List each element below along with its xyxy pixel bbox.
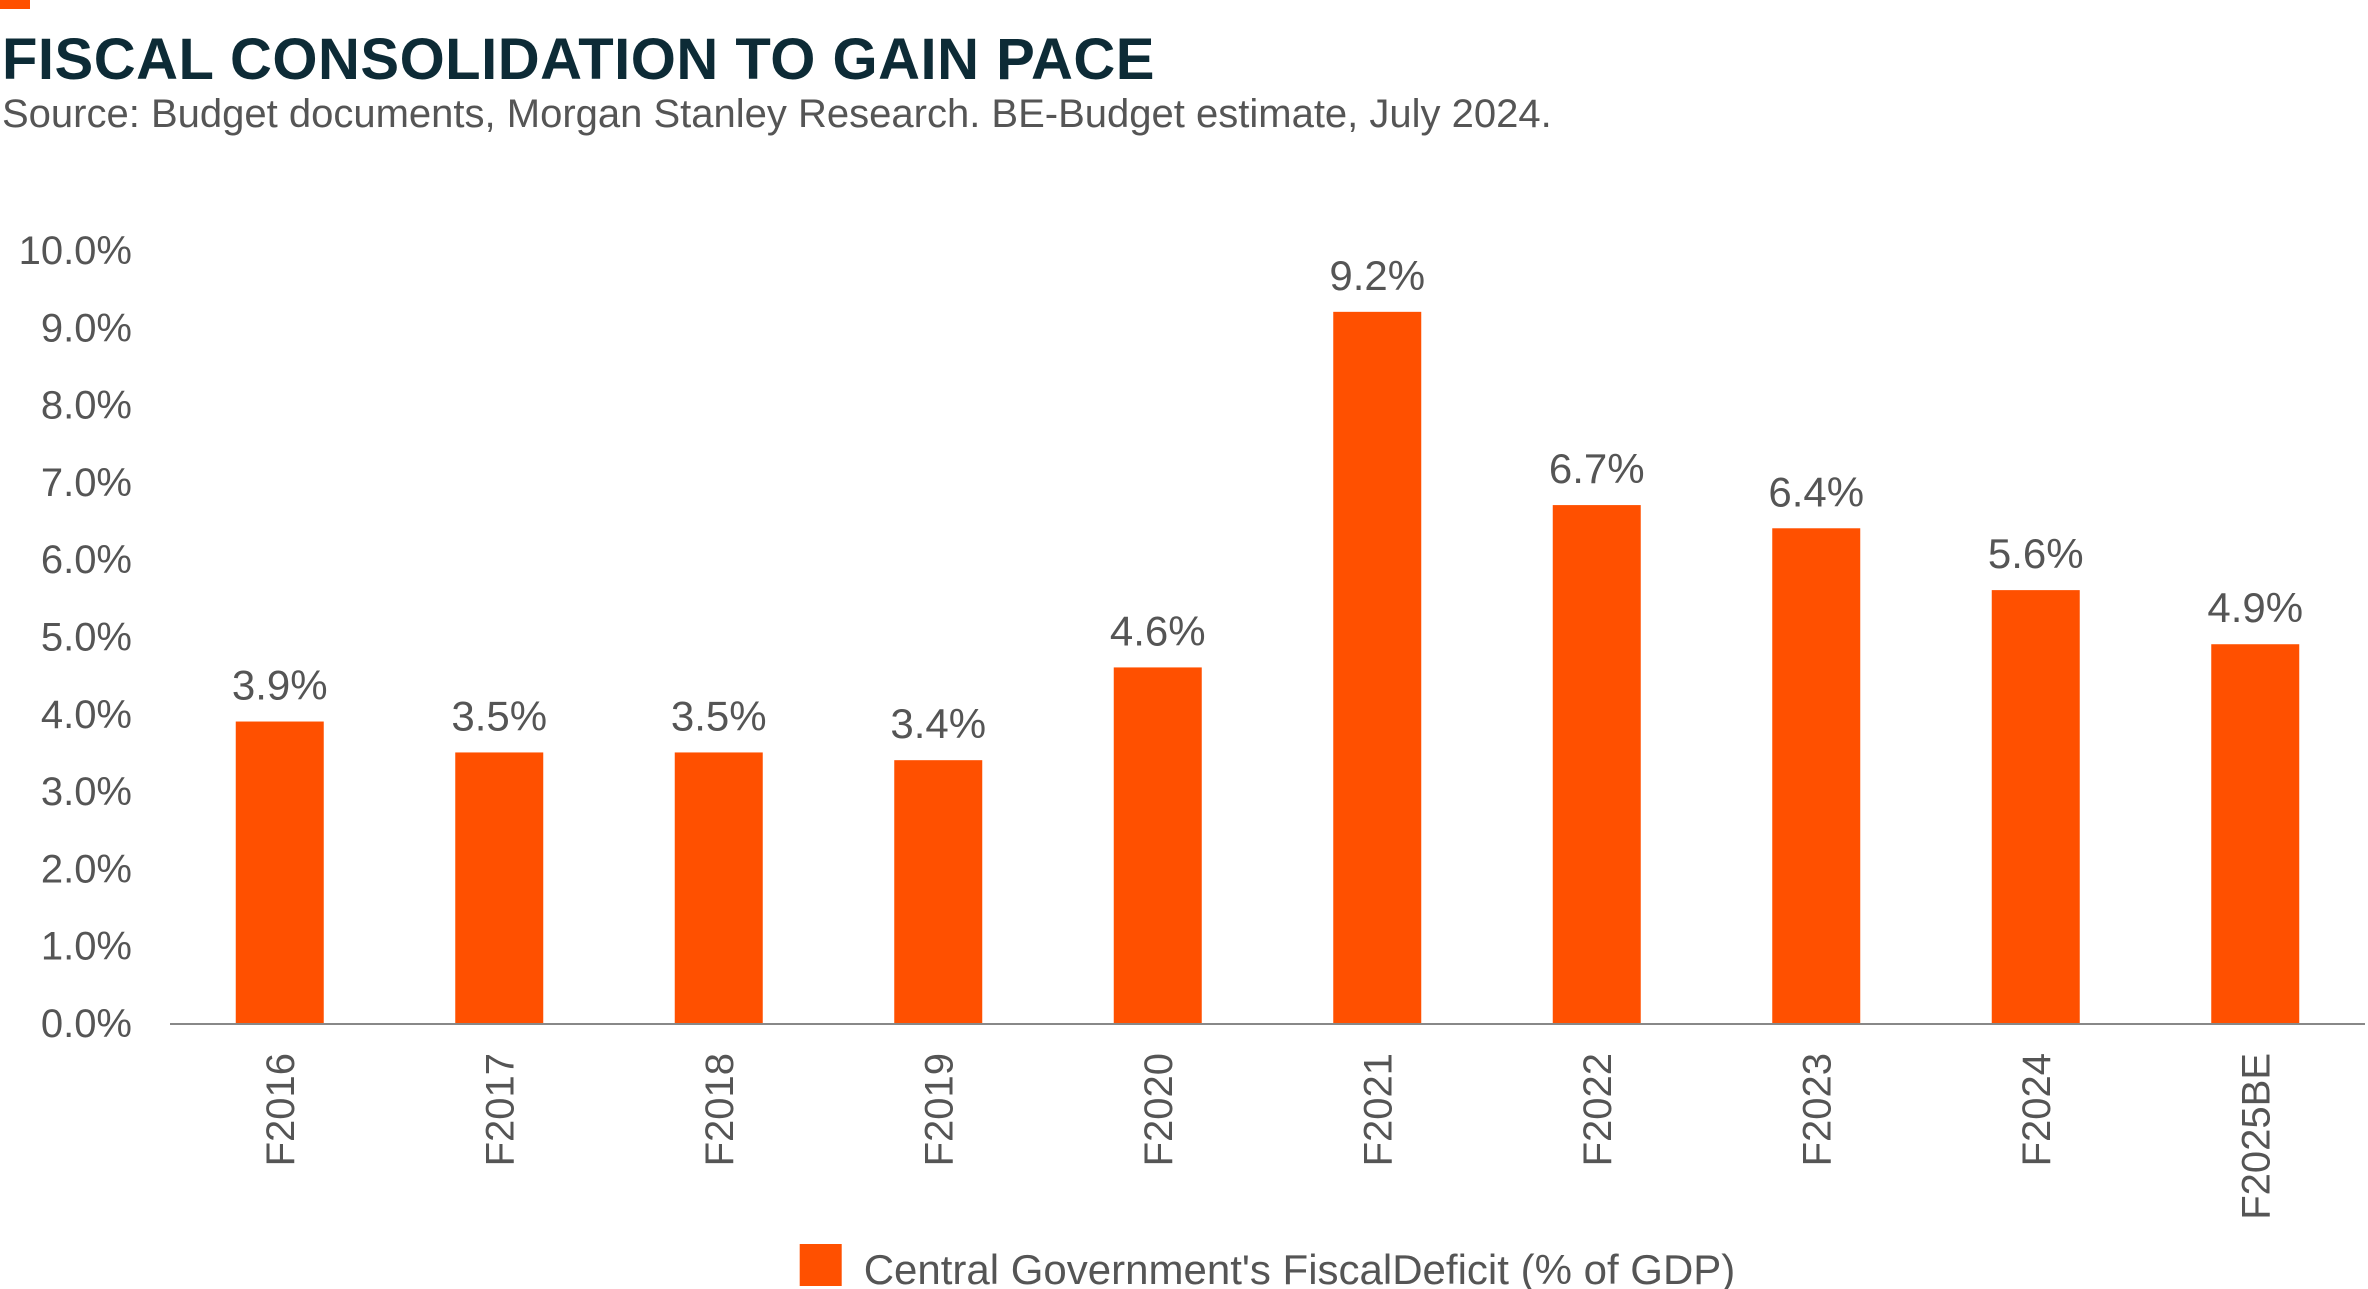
bar (1991, 590, 2080, 1023)
data-label: 5.6% (1988, 530, 2084, 577)
data-label: 3.4% (890, 700, 986, 747)
chart-title: FISCAL CONSOLIDATION TO GAIN PACE (2, 27, 1155, 92)
y-tick-label: 0.0% (41, 1002, 132, 1046)
x-tick-label: F2021 (1356, 1053, 1400, 1166)
y-tick-label: 6.0% (41, 538, 132, 582)
y-tick-label: 10.0% (19, 229, 132, 273)
y-tick-label: 8.0% (41, 384, 132, 428)
y-tick-label: 2.0% (41, 847, 132, 891)
data-label: 4.9% (2207, 584, 2303, 631)
bar (1772, 528, 1861, 1023)
y-tick-label: 4.0% (41, 693, 132, 737)
bar (235, 721, 324, 1023)
x-tick-label: F2016 (259, 1053, 303, 1166)
x-tick-label: F2018 (698, 1053, 742, 1166)
y-tick-label: 9.0% (41, 306, 132, 350)
bar (1552, 505, 1641, 1024)
x-tick-label: F2017 (478, 1053, 522, 1166)
x-tick-label: F2020 (1137, 1053, 1181, 1166)
title-accent-mark (0, 0, 30, 9)
bar (1113, 667, 1202, 1023)
y-tick-label: 7.0% (41, 461, 132, 505)
bar (1333, 311, 1422, 1024)
x-tick-label: F2022 (1576, 1053, 1620, 1166)
x-tick-label: F2019 (917, 1053, 961, 1166)
data-label: 3.5% (671, 692, 767, 739)
data-label: 9.2% (1329, 252, 1425, 299)
legend-label: Central Government's FiscalDeficit (% of… (864, 1246, 1736, 1289)
x-tick-label: F2025BE (2234, 1053, 2278, 1220)
x-tick-label: F2024 (2015, 1053, 2059, 1166)
data-label: 4.6% (1110, 607, 1206, 654)
data-label: 6.4% (1768, 468, 1864, 515)
chart-subtitle: Source: Budget documents, Morgan Stanley… (2, 92, 1552, 136)
bar (674, 752, 763, 1023)
bar (2211, 644, 2300, 1023)
bar (894, 760, 983, 1023)
y-tick-label: 5.0% (41, 616, 132, 660)
bar (455, 752, 544, 1023)
y-tick-label: 3.0% (41, 770, 132, 814)
data-label: 3.9% (232, 662, 328, 709)
y-tick-label: 1.0% (41, 925, 132, 969)
legend-swatch (799, 1244, 842, 1286)
data-label: 6.7% (1549, 445, 1645, 492)
x-tick-label: F2023 (1795, 1053, 1839, 1166)
data-label: 3.5% (451, 692, 547, 739)
